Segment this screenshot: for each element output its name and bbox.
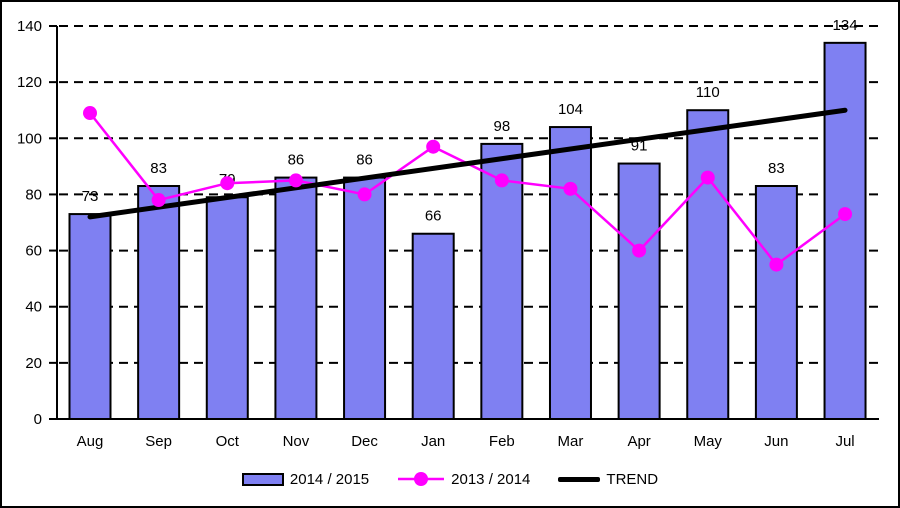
month-label-Nov: Nov — [283, 433, 310, 450]
month-label-Aug: Aug — [77, 433, 104, 450]
month-label-Jun: Jun — [764, 433, 788, 450]
month-label-May: May — [694, 433, 723, 450]
y-tick-label-80: 80 — [25, 186, 42, 203]
month-label-Mar: Mar — [558, 433, 584, 450]
bar-value-label-Jan: 66 — [425, 208, 442, 225]
trend-line-swatch — [558, 476, 601, 482]
bar-value-label-Dec: 86 — [356, 152, 373, 169]
line-point-Feb — [494, 173, 509, 188]
month-label-Dec: Dec — [351, 433, 378, 450]
legend-label-trend: TREND — [606, 470, 659, 488]
line-point-Jan — [426, 139, 441, 154]
month-label-Feb: Feb — [489, 433, 515, 450]
legend-label-2014-2015: 2014 / 2015 — [289, 470, 370, 488]
line-point-May — [700, 170, 715, 185]
y-tick-label-60: 60 — [25, 243, 42, 260]
bar-Dec — [343, 176, 387, 420]
bar-value-label-Sep: 83 — [150, 160, 167, 177]
trend-line — [87, 107, 848, 220]
bar-May — [686, 109, 730, 420]
bar-value-label-Mar: 104 — [558, 101, 583, 118]
y-tick-label-0: 0 — [34, 411, 42, 428]
bar-Nov — [274, 176, 318, 420]
bar-value-label-Feb: 98 — [493, 118, 510, 135]
legend-item-trend: TREND — [558, 471, 658, 488]
line-point-Jul — [838, 207, 853, 222]
line-point-Nov — [288, 173, 303, 188]
legend-item-2013-2014: 2013 / 2014 — [397, 470, 530, 488]
line-point-Oct — [220, 176, 235, 191]
month-label-Jan: Jan — [421, 433, 445, 450]
bar-value-label-May: 110 — [696, 84, 720, 101]
bar-Aug — [68, 213, 112, 420]
bar-Jul — [823, 41, 867, 420]
y-tick-label-120: 120 — [17, 74, 42, 91]
line-point-Apr — [632, 243, 647, 258]
month-label-Jul: Jul — [835, 433, 854, 450]
line-point-Dec — [357, 187, 372, 202]
y-tick-label-40: 40 — [25, 299, 42, 316]
month-label-Sep: Sep — [145, 433, 172, 450]
bar-series-swatch — [241, 472, 284, 486]
bar-value-label-Jun: 83 — [768, 160, 785, 177]
chart-canvas: 0204060801001201407383798686669810491110… — [17, 17, 879, 450]
line-point-Aug — [83, 106, 97, 121]
legend-label-2013-2014: 2013 / 2014 — [451, 470, 531, 488]
bar-Apr — [617, 162, 661, 420]
y-tick-label-20: 20 — [25, 355, 42, 372]
series-line-2013-2014 — [89, 112, 846, 267]
bar-Jun — [754, 185, 798, 420]
bar-Oct — [205, 196, 249, 420]
legend-item-2014-2015: 2014 / 2015 — [241, 470, 370, 488]
line-point-Mar — [563, 181, 578, 196]
bar-Feb — [480, 142, 524, 420]
bar-Jan — [411, 232, 455, 420]
month-label-Apr: Apr — [627, 433, 650, 450]
bar-Mar — [548, 126, 592, 421]
y-tick-label-100: 100 — [17, 130, 42, 147]
bar-value-label-Nov: 86 — [288, 152, 305, 169]
line-series-swatch — [398, 472, 445, 486]
bar-value-label-Aug: 73 — [82, 188, 99, 205]
y-tick-label-140: 140 — [17, 18, 42, 35]
legend: 2014 / 2015 2013 / 2014 TREND — [2, 466, 898, 492]
bar-Sep — [137, 185, 181, 420]
month-label-Oct: Oct — [216, 433, 240, 450]
bar-value-label-Jul: 134 — [833, 17, 858, 34]
line-point-Jun — [769, 257, 784, 272]
line-point-Sep — [151, 193, 166, 208]
